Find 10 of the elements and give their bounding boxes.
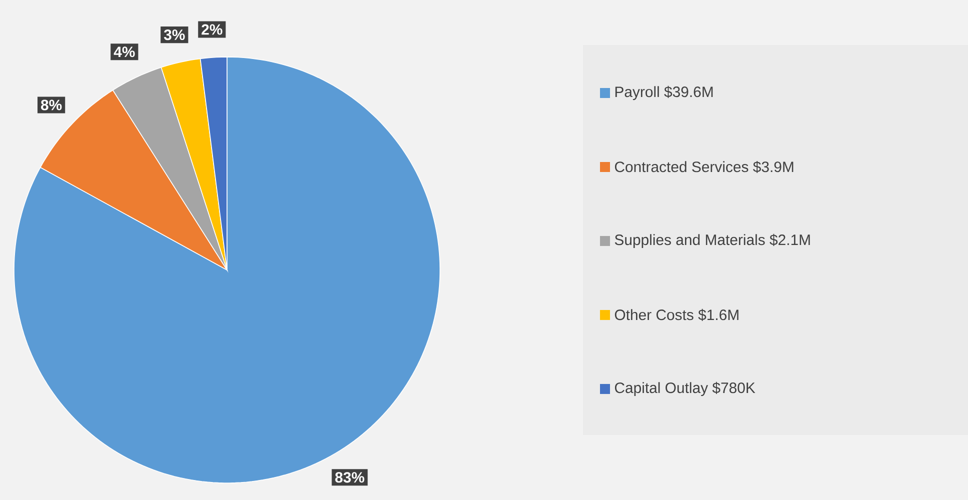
legend-label: Contracted Services $3.9M — [614, 160, 794, 174]
data-label: 83% — [335, 472, 364, 483]
data-label: 4% — [114, 46, 135, 58]
data-label: 3% — [164, 29, 185, 40]
legend-label: Payroll $39.6M — [615, 86, 713, 100]
data-label: 2% — [202, 24, 222, 35]
data-label: 8% — [40, 100, 62, 110]
legend-label: Capital Outlay $780K — [614, 382, 756, 396]
legend-label: Other Costs $1.6M — [614, 308, 738, 322]
legend-label: Supplies and Materials $2.1M — [614, 234, 810, 248]
